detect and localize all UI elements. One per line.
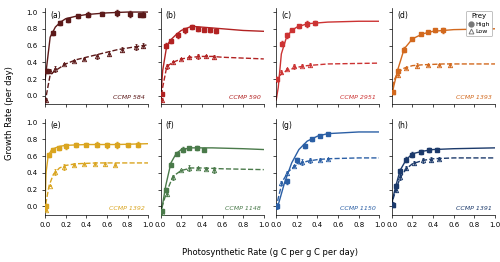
Text: Photosynthetic Rate (g C per g C per day): Photosynthetic Rate (g C per g C per day… (182, 248, 358, 257)
Text: (b): (b) (166, 11, 176, 20)
Text: (c): (c) (282, 11, 292, 20)
Text: Growth Rate (per day): Growth Rate (per day) (5, 66, 14, 160)
Text: CCMP 1391: CCMP 1391 (456, 206, 492, 211)
Text: (a): (a) (50, 11, 61, 20)
Text: CCMP 1148: CCMP 1148 (225, 206, 260, 211)
Text: CCMP 590: CCMP 590 (229, 95, 260, 100)
Text: CCMP 1393: CCMP 1393 (456, 95, 492, 100)
Text: (g): (g) (282, 122, 292, 130)
Text: (h): (h) (397, 122, 408, 130)
Text: CCMP 1150: CCMP 1150 (340, 206, 376, 211)
Text: (d): (d) (397, 11, 408, 20)
Text: (f): (f) (166, 122, 174, 130)
Text: CCMP 2951: CCMP 2951 (340, 95, 376, 100)
Text: CCMP 1392: CCMP 1392 (109, 206, 145, 211)
Text: CCMP 584: CCMP 584 (113, 95, 145, 100)
Text: (e): (e) (50, 122, 61, 130)
Legend: High, Low: High, Low (466, 11, 492, 36)
